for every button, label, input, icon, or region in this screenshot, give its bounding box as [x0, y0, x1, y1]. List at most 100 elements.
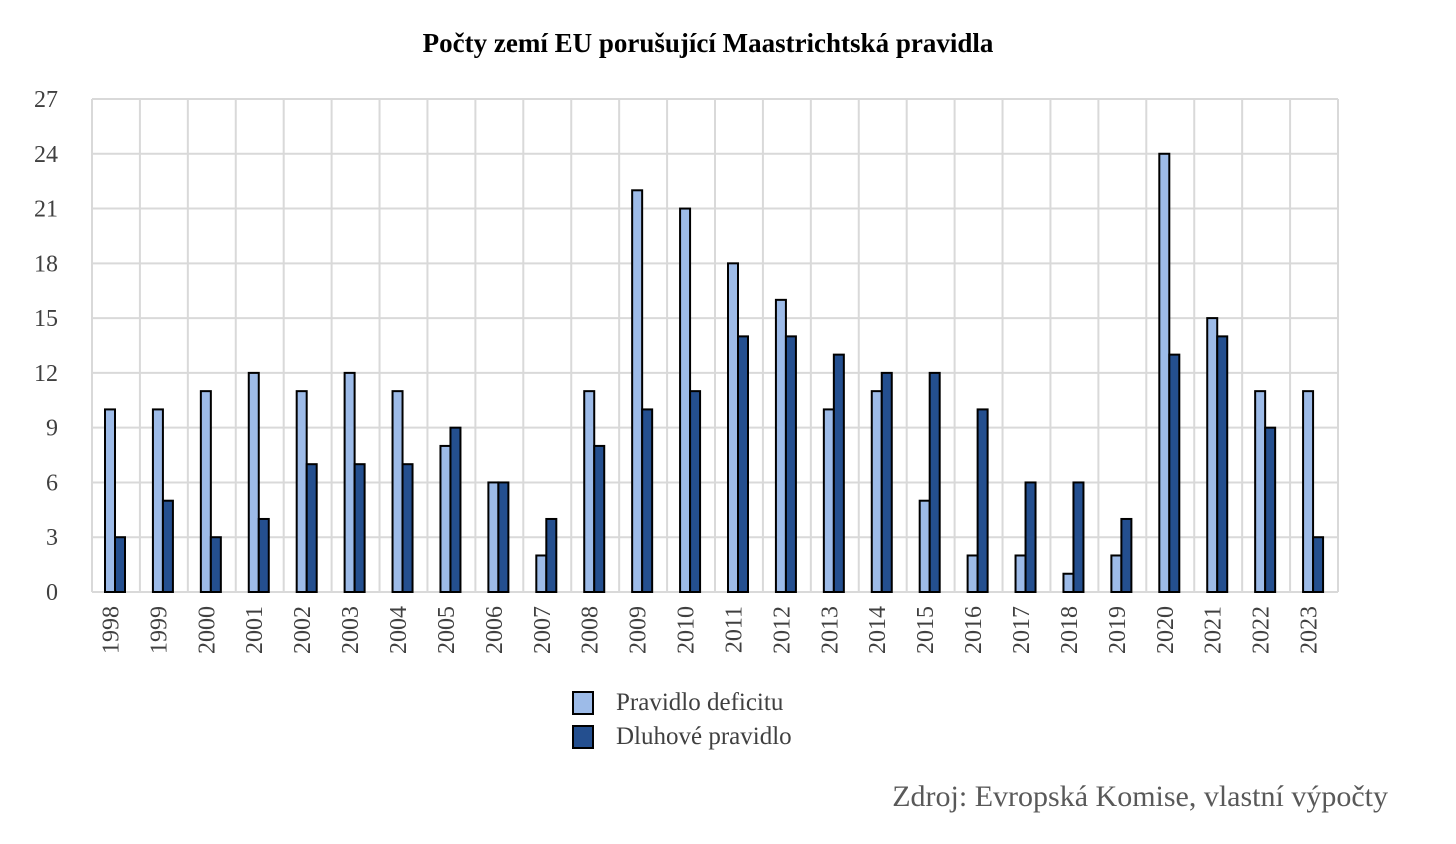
x-tick-label: 2021: [1201, 606, 1227, 654]
bar-deficit: [966, 554, 979, 594]
bar-debt: [880, 371, 893, 593]
bar-deficit: [1302, 390, 1315, 594]
bar-deficit: [247, 371, 260, 593]
bar-debt: [161, 499, 174, 593]
x-tick-label: 2010: [674, 606, 700, 654]
bar-debt: [353, 463, 366, 593]
bar-deficit: [104, 408, 116, 593]
x-tick-label: 2000: [194, 606, 220, 654]
legend-label-deficit: Pravidlo deficitu: [616, 689, 784, 716]
x-tick-label: 2018: [1057, 606, 1083, 654]
x-tick-label: 2008: [578, 606, 604, 654]
bar-deficit: [487, 481, 500, 594]
y-tick-label: 15: [34, 306, 58, 332]
y-tick-label: 9: [46, 416, 58, 442]
bar-deficit: [583, 390, 596, 594]
bar-debt: [449, 426, 462, 593]
bar-debt: [976, 408, 989, 593]
y-tick-label: 0: [46, 580, 58, 606]
x-tick-label: 1999: [146, 606, 172, 654]
x-tick-label: 2003: [338, 606, 364, 654]
legend-swatch-deficit: [572, 691, 594, 715]
bar-debt: [1312, 536, 1325, 594]
bar-debt: [1168, 353, 1181, 594]
x-tick-label: 2023: [1297, 606, 1323, 654]
bar-debt: [689, 390, 702, 594]
y-tick-label: 18: [34, 251, 58, 277]
bar-deficit: [1014, 554, 1027, 594]
bar-debt: [784, 335, 797, 593]
x-tick-label: 2004: [386, 606, 412, 654]
legend-item-deficit: Pravidlo deficitu: [572, 686, 792, 720]
bar-deficit: [343, 371, 356, 593]
x-tick-label: 2002: [290, 606, 316, 654]
y-axis-ticks: 0 3 6 9 12 15 18 21 24 27: [34, 87, 58, 606]
x-tick-label: 2022: [1249, 606, 1275, 654]
x-tick-label: 2020: [1153, 606, 1179, 654]
y-tick-label: 24: [34, 142, 58, 168]
bar-debt: [737, 335, 749, 593]
x-tick-label: 2016: [961, 606, 987, 654]
legend: Pravidlo deficitu Dluhové pravidlo: [572, 686, 792, 754]
bar-debt: [832, 353, 845, 594]
bar-debt: [1120, 517, 1133, 593]
bar-deficit: [151, 408, 164, 593]
x-tick-label: 2012: [769, 606, 795, 654]
bar-debt: [641, 408, 654, 593]
chart-title: Počty zemí EU porušující Maastrichtská p…: [422, 28, 994, 58]
bar-deficit: [1254, 390, 1267, 594]
bar-deficit: [1062, 572, 1075, 593]
bar-deficit: [679, 207, 692, 594]
bar-debt: [114, 536, 126, 594]
x-tick-label: 2005: [434, 606, 460, 654]
bar-deficit: [295, 390, 308, 594]
x-tick-label: 2006: [482, 606, 508, 654]
bar-deficit: [439, 444, 452, 594]
bar-debt: [1264, 426, 1277, 593]
bar-debt: [209, 536, 222, 594]
y-tick-label: 6: [46, 470, 58, 496]
y-tick-label: 3: [46, 525, 58, 551]
bar-debt: [593, 444, 606, 594]
bar-debt: [928, 371, 941, 593]
x-tick-label: 2009: [626, 606, 652, 654]
bar-deficit: [1206, 317, 1219, 593]
source-note: Zdroj: Evropská Komise, vlastní výpočty: [892, 780, 1388, 813]
x-tick-label: 2001: [242, 606, 268, 654]
bar-deficit: [727, 262, 739, 593]
bar-deficit: [822, 408, 835, 593]
bar-deficit: [535, 554, 548, 594]
bar-deficit: [391, 390, 404, 594]
bar-debt: [305, 463, 318, 593]
bar-deficit: [199, 390, 212, 594]
bar-deficit: [631, 189, 644, 593]
bar-debt: [1072, 481, 1085, 594]
grid-layer: [91, 98, 1339, 593]
bar-debt: [497, 481, 510, 594]
x-tick-label: 2014: [865, 606, 891, 654]
x-tick-label: 2011: [721, 606, 747, 653]
legend-item-debt: Dluhové pravidlo: [572, 720, 792, 754]
bars-layer: [104, 152, 1325, 594]
bar-deficit: [1110, 554, 1123, 594]
bar-deficit: [774, 298, 787, 593]
bar-debt: [545, 517, 558, 593]
x-tick-label: 2017: [1009, 606, 1035, 654]
bar-deficit: [918, 499, 931, 593]
x-tick-label: 2019: [1105, 606, 1131, 654]
bar-debt: [257, 517, 270, 593]
bar-deficit: [1158, 152, 1171, 593]
legend-swatch-debt: [572, 725, 594, 749]
x-tick-label: 2013: [817, 606, 843, 654]
x-axis-ticks: 1998 1999 2000 2001 2002 2003 2004 2005 2006 2007…: [98, 606, 1322, 654]
bar-debt: [401, 463, 414, 593]
x-tick-label: 2015: [913, 606, 939, 654]
y-tick-label: 27: [34, 87, 58, 113]
bar-debt: [1024, 481, 1037, 594]
x-tick-label: 2007: [530, 606, 556, 654]
x-tick-label: 1998: [98, 606, 124, 654]
y-tick-label: 12: [34, 361, 58, 387]
bar-deficit: [870, 390, 883, 594]
legend-label-debt: Dluhové pravidlo: [616, 723, 792, 750]
